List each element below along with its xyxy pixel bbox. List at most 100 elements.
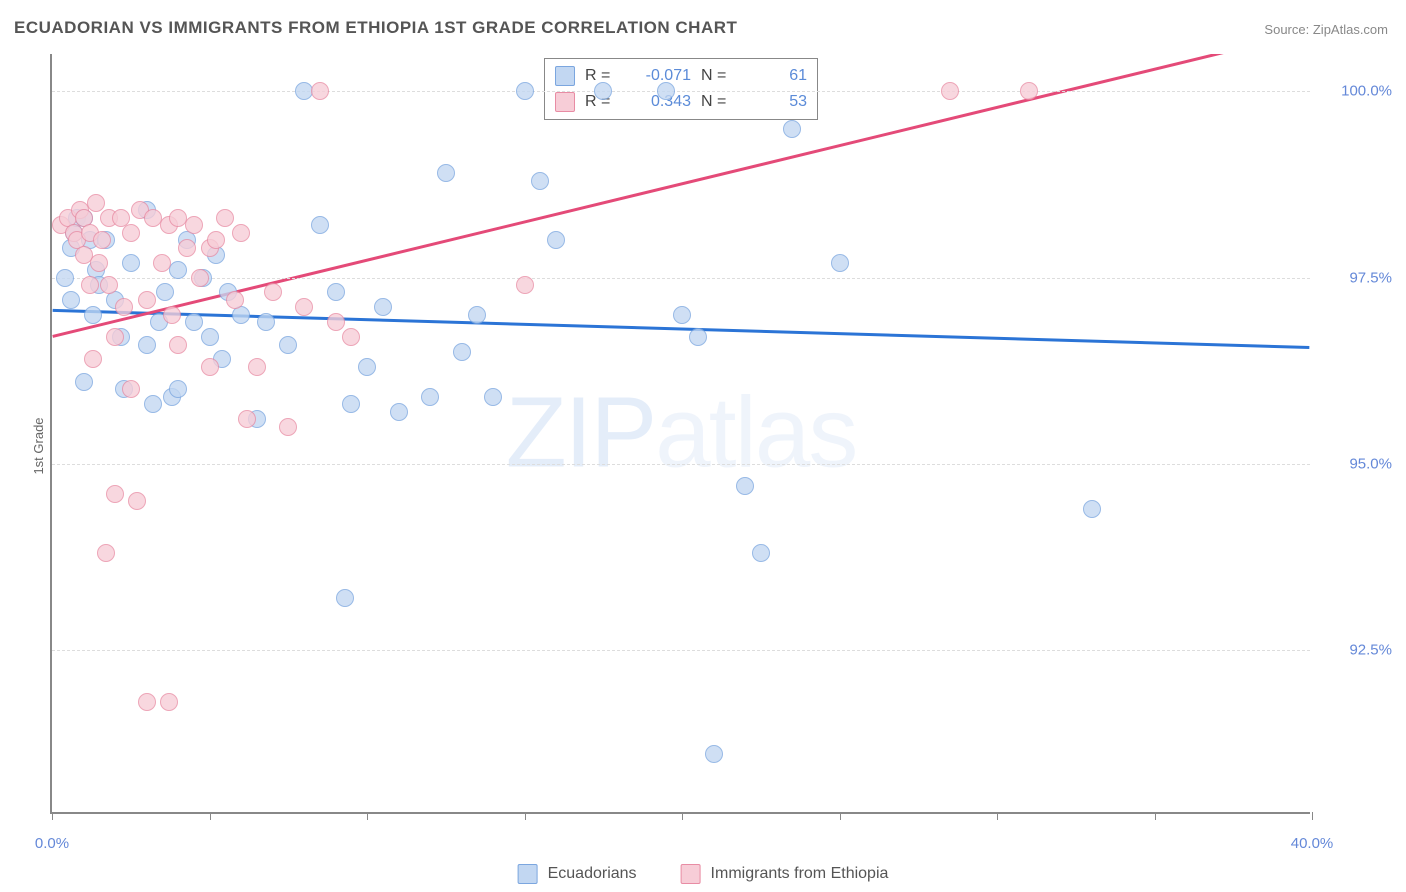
data-point bbox=[547, 231, 565, 249]
data-point bbox=[468, 306, 486, 324]
x-tick-label: 40.0% bbox=[1291, 835, 1334, 852]
legend-series-item: Ecuadorians bbox=[518, 864, 637, 884]
gridline bbox=[52, 278, 1310, 279]
data-point bbox=[752, 544, 770, 562]
data-point bbox=[84, 306, 102, 324]
gridline bbox=[52, 91, 1310, 92]
data-point bbox=[191, 269, 209, 287]
data-point bbox=[689, 328, 707, 346]
data-point bbox=[421, 388, 439, 406]
y-tick-label: 97.5% bbox=[1322, 269, 1392, 286]
data-point bbox=[97, 544, 115, 562]
data-point bbox=[390, 403, 408, 421]
data-point bbox=[90, 254, 108, 272]
legend-n-value: 61 bbox=[747, 67, 807, 85]
data-point bbox=[122, 224, 140, 242]
legend-series-label: Immigrants from Ethiopia bbox=[711, 865, 889, 883]
data-point bbox=[657, 82, 675, 100]
data-point bbox=[257, 313, 275, 331]
legend-correlation-row: R =-0.071N =61 bbox=[555, 63, 807, 89]
legend-series: Ecuadorians Immigrants from Ethiopia bbox=[518, 864, 889, 884]
legend-swatch bbox=[518, 864, 538, 884]
x-tick bbox=[1155, 812, 1156, 820]
data-point bbox=[153, 254, 171, 272]
data-point bbox=[84, 350, 102, 368]
data-point bbox=[122, 254, 140, 272]
data-point bbox=[673, 306, 691, 324]
data-point bbox=[264, 283, 282, 301]
data-point bbox=[279, 418, 297, 436]
data-point bbox=[201, 328, 219, 346]
x-tick bbox=[367, 812, 368, 820]
data-point bbox=[226, 291, 244, 309]
data-point bbox=[437, 164, 455, 182]
data-point bbox=[178, 239, 196, 257]
data-point bbox=[484, 388, 502, 406]
data-point bbox=[156, 283, 174, 301]
legend-n-label: N = bbox=[701, 93, 737, 111]
data-point bbox=[295, 298, 313, 316]
data-point bbox=[138, 336, 156, 354]
data-point bbox=[115, 298, 133, 316]
data-point bbox=[169, 261, 187, 279]
legend-swatch bbox=[555, 66, 575, 86]
data-point bbox=[160, 693, 178, 711]
trend-lines bbox=[52, 54, 1310, 812]
data-point bbox=[138, 693, 156, 711]
source-link[interactable]: ZipAtlas.com bbox=[1313, 22, 1388, 37]
data-point bbox=[831, 254, 849, 272]
plot-area: ZIPatlas R =-0.071N =61R =0.343N =53 92.… bbox=[50, 54, 1310, 814]
data-point bbox=[81, 276, 99, 294]
gridline bbox=[52, 650, 1310, 651]
data-point bbox=[106, 485, 124, 503]
data-point bbox=[358, 358, 376, 376]
data-point bbox=[56, 269, 74, 287]
chart-title: ECUADORIAN VS IMMIGRANTS FROM ETHIOPIA 1… bbox=[14, 18, 737, 38]
x-tick bbox=[997, 812, 998, 820]
y-axis-label: 1st Grade bbox=[31, 417, 46, 474]
data-point bbox=[169, 336, 187, 354]
legend-r-value: -0.071 bbox=[631, 67, 691, 85]
data-point bbox=[75, 373, 93, 391]
legend-correlation: R =-0.071N =61R =0.343N =53 bbox=[544, 58, 818, 120]
data-point bbox=[169, 380, 187, 398]
data-point bbox=[311, 216, 329, 234]
x-tick bbox=[682, 812, 683, 820]
data-point bbox=[93, 231, 111, 249]
data-point bbox=[248, 358, 266, 376]
data-point bbox=[783, 120, 801, 138]
data-point bbox=[279, 336, 297, 354]
y-tick-label: 100.0% bbox=[1322, 83, 1392, 100]
data-point bbox=[163, 306, 181, 324]
data-point bbox=[342, 395, 360, 413]
data-point bbox=[122, 380, 140, 398]
legend-correlation-row: R =0.343N =53 bbox=[555, 89, 807, 115]
data-point bbox=[327, 313, 345, 331]
watermark: ZIPatlas bbox=[506, 376, 857, 491]
legend-swatch bbox=[681, 864, 701, 884]
x-tick-label: 0.0% bbox=[35, 835, 69, 852]
data-point bbox=[216, 209, 234, 227]
data-point bbox=[1083, 500, 1101, 518]
data-point bbox=[1020, 82, 1038, 100]
data-point bbox=[128, 492, 146, 510]
y-tick-label: 95.0% bbox=[1322, 455, 1392, 472]
data-point bbox=[327, 283, 345, 301]
data-point bbox=[62, 291, 80, 309]
data-point bbox=[342, 328, 360, 346]
data-point bbox=[185, 216, 203, 234]
data-point bbox=[201, 358, 219, 376]
data-point bbox=[531, 172, 549, 190]
y-tick-label: 92.5% bbox=[1322, 642, 1392, 659]
data-point bbox=[138, 291, 156, 309]
x-tick bbox=[210, 812, 211, 820]
data-point bbox=[374, 298, 392, 316]
data-point bbox=[736, 477, 754, 495]
legend-series-item: Immigrants from Ethiopia bbox=[681, 864, 889, 884]
data-point bbox=[453, 343, 471, 361]
data-point bbox=[594, 82, 612, 100]
source-attribution: Source: ZipAtlas.com bbox=[1264, 22, 1388, 37]
legend-swatch bbox=[555, 92, 575, 112]
data-point bbox=[87, 194, 105, 212]
legend-n-label: N = bbox=[701, 67, 737, 85]
